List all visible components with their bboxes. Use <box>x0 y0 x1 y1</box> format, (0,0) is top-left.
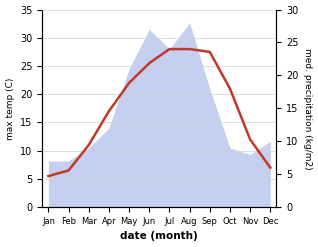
Y-axis label: med. precipitation (kg/m2): med. precipitation (kg/m2) <box>303 48 313 169</box>
X-axis label: date (month): date (month) <box>121 231 198 242</box>
Y-axis label: max temp (C): max temp (C) <box>5 77 15 140</box>
